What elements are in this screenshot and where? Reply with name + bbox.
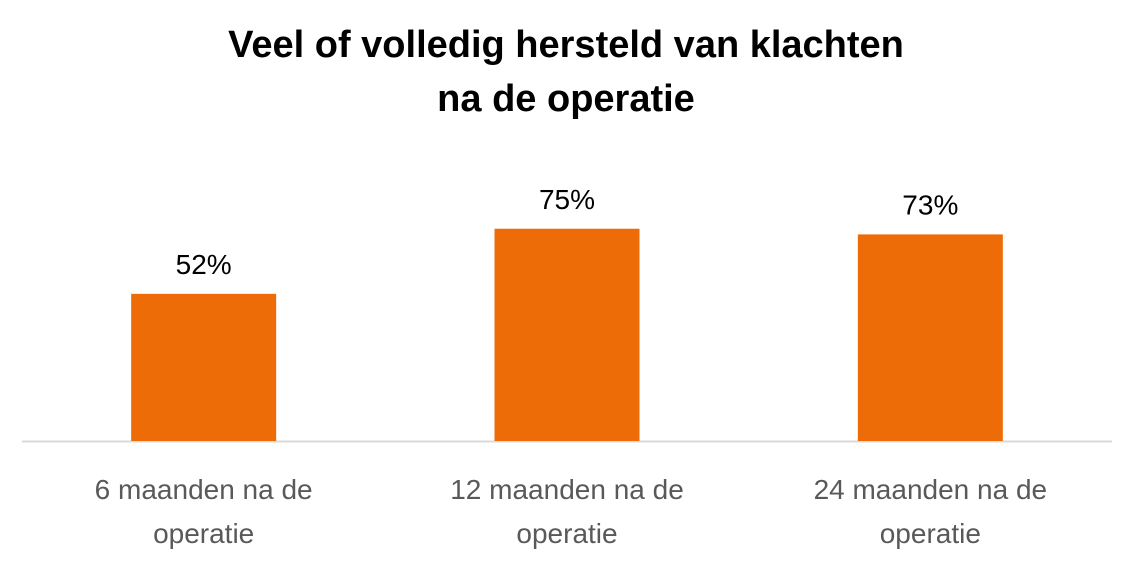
bar-3 — [857, 234, 1003, 441]
category-label-1-line-1: 6 maanden na de — [95, 474, 313, 505]
bars-group — [131, 228, 1003, 441]
data-labels-group: 52% 75% 73% — [176, 184, 959, 280]
data-label-2: 75% — [539, 184, 595, 215]
chart-title-line-2: na de operatie — [437, 78, 695, 120]
category-label-1-line-2: operatie — [153, 518, 254, 549]
bar-1 — [131, 293, 277, 441]
chart-title-line-1: Veel of volledig hersteld van klachten — [228, 24, 904, 66]
category-labels-group: 6 maanden na de operatie 12 maanden na de o… — [95, 474, 1047, 549]
bar-2 — [494, 228, 640, 441]
data-label-3: 73% — [902, 189, 958, 220]
category-label-3-line-2: operatie — [880, 518, 981, 549]
category-label-2-line-2: operatie — [516, 518, 617, 549]
data-label-1: 52% — [176, 249, 232, 280]
category-label-3-line-1: 24 maanden na de — [814, 474, 1048, 505]
chart-title: Veel of volledig hersteld van klachten n… — [0, 18, 1132, 126]
category-label-2-line-1: 12 maanden na de — [450, 474, 684, 505]
